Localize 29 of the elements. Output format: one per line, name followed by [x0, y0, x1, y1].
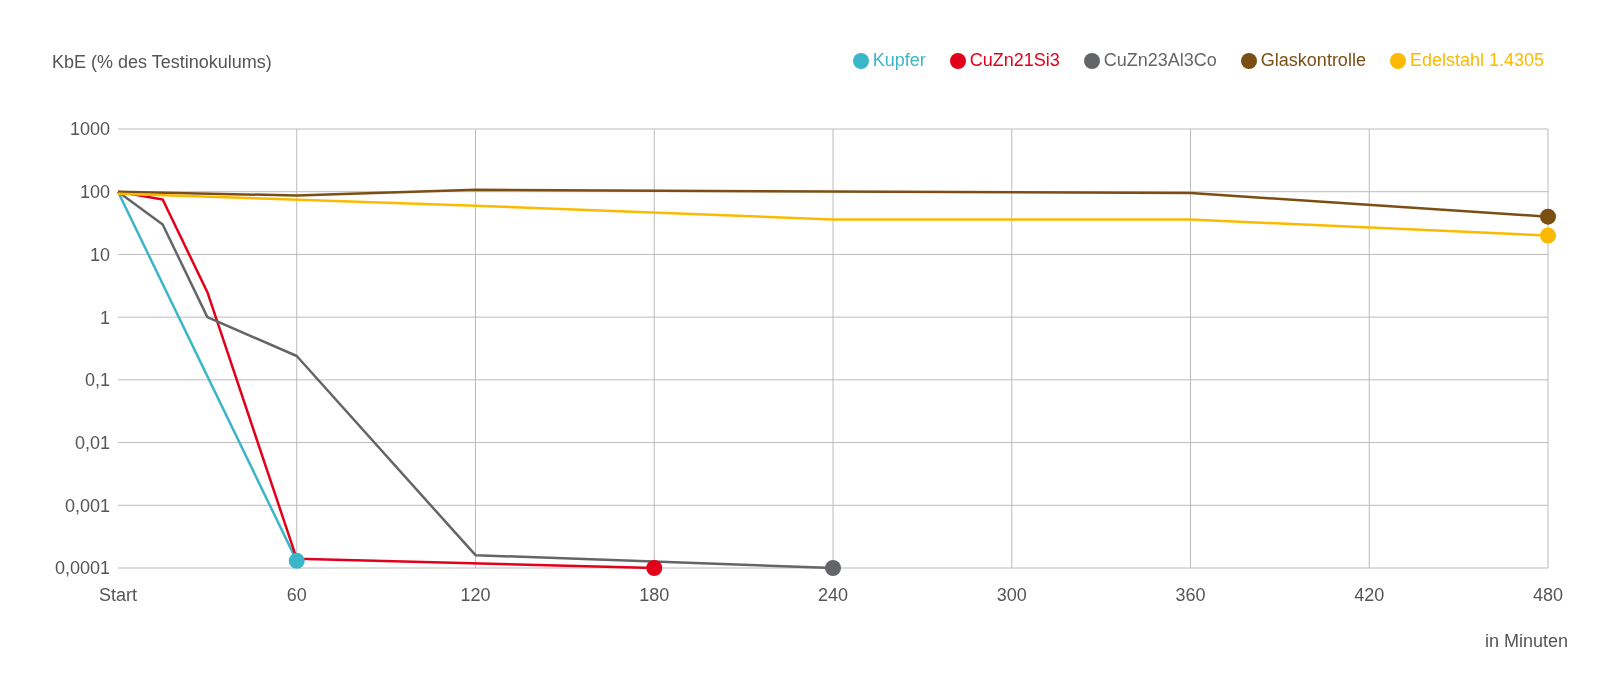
legend-label: CuZn21Si3 — [969, 50, 1060, 70]
y-tick-label: 0,01 — [74, 432, 110, 453]
y-tick-label: 100 — [79, 182, 110, 203]
point — [1540, 227, 1556, 244]
point — [1540, 208, 1556, 225]
point — [288, 552, 305, 569]
legend-label: Glaskontrolle — [1260, 50, 1366, 70]
x-tick-label: 480 — [1532, 584, 1564, 605]
x-tick-label: Start — [98, 584, 138, 605]
y-tick-label: 0,0001 — [54, 558, 110, 579]
x-tick-label: 120 — [460, 584, 491, 605]
x-axis-title: in Minuten — [1484, 631, 1568, 652]
x-tick-label: 420 — [1354, 584, 1385, 605]
x-tick-label: 360 — [1175, 584, 1206, 605]
x-tick-label: 240 — [817, 584, 849, 605]
x-tick-label: 60 — [286, 584, 307, 605]
x-tick-label: 180 — [639, 584, 670, 605]
legend-label: Edelstahl 1.4305 — [1409, 50, 1544, 70]
y-tick-label: 1 — [99, 307, 110, 328]
y-tick-label: 0,001 — [64, 495, 110, 516]
y-tick-label: 1000 — [69, 119, 110, 140]
y-tick-label: 10 — [89, 244, 110, 265]
y-tick-label: 0,1 — [84, 370, 110, 391]
point — [825, 560, 841, 576]
x-tick-label: 300 — [996, 584, 1027, 605]
point — [646, 560, 663, 576]
legend-label: CuZn23Al3Co — [1103, 50, 1217, 70]
y-axis-title: KbE (% des Testinokulums) — [52, 52, 272, 73]
legend-label: Kupfer — [872, 50, 926, 70]
